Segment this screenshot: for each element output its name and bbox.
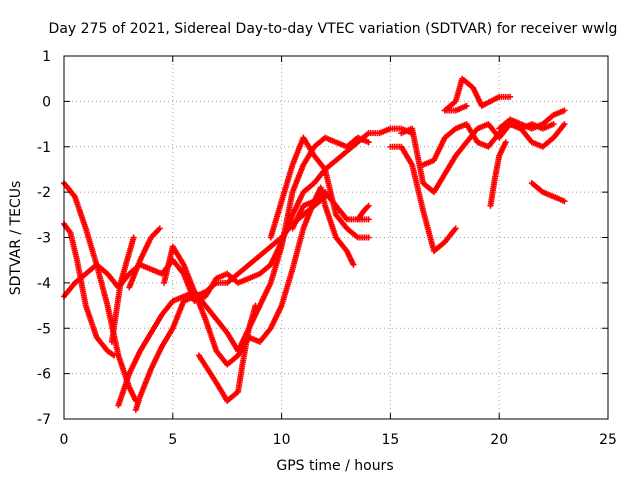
data-point [452, 225, 459, 232]
series-track-e [108, 234, 137, 345]
series-track-t [528, 180, 568, 205]
y-tick-label: -4 [37, 276, 51, 292]
x-tick-label: 10 [273, 432, 291, 448]
y-axis-ticks: -7 -6 -5 -4 -3 -2 -1 0 1 [37, 49, 608, 428]
data-point [561, 198, 568, 205]
series-track-s [496, 107, 568, 132]
y-tick-label: -5 [37, 321, 51, 337]
series-track-k [289, 184, 357, 268]
x-axis-ticks: 0 5 10 15 20 25 [60, 56, 617, 448]
x-tick-label: 0 [60, 432, 69, 448]
data-point [365, 234, 372, 241]
data-point [507, 93, 514, 100]
series-track-f [132, 193, 329, 413]
chart-title: Day 275 of 2021, Sidereal Day-to-day VTE… [49, 21, 618, 37]
y-tick-label: -7 [37, 412, 51, 428]
x-tick-label: 5 [168, 432, 177, 448]
data-point [111, 352, 118, 359]
series-track-m [387, 143, 459, 255]
series-track-r [487, 139, 509, 209]
series-track-d [61, 220, 118, 359]
x-tick-label: 15 [381, 432, 399, 448]
y-tick-label: -3 [37, 231, 51, 247]
y-tick-label: -6 [37, 367, 51, 383]
data-point [463, 102, 470, 109]
series-track-j [267, 134, 372, 241]
y-tick-label: 0 [42, 94, 51, 110]
data-point [130, 234, 137, 241]
data-point [561, 107, 568, 114]
series-track-o [420, 121, 568, 168]
data-point [156, 225, 163, 232]
data-point [365, 139, 372, 146]
series-track-a [61, 180, 139, 404]
data-point [550, 121, 557, 128]
y-tick-label: 1 [42, 49, 51, 65]
series-track-q [441, 102, 470, 114]
data-point [561, 121, 568, 128]
series-track-g [126, 225, 163, 291]
data-point [502, 139, 509, 146]
series-track-i [195, 134, 372, 404]
data-point [365, 202, 372, 209]
y-tick-label: -1 [37, 140, 51, 156]
data-point [350, 261, 357, 268]
x-axis-label: GPS time / hours [276, 458, 393, 474]
x-tick-label: 20 [490, 432, 508, 448]
series-track-p [441, 75, 514, 114]
series-track-l [354, 202, 372, 223]
x-tick-label: 25 [599, 432, 617, 448]
data-points [61, 75, 568, 413]
y-tick-label: -2 [37, 185, 51, 201]
y-axis-label: SDTVAR / TECUs [8, 181, 24, 296]
data-point [365, 216, 372, 223]
